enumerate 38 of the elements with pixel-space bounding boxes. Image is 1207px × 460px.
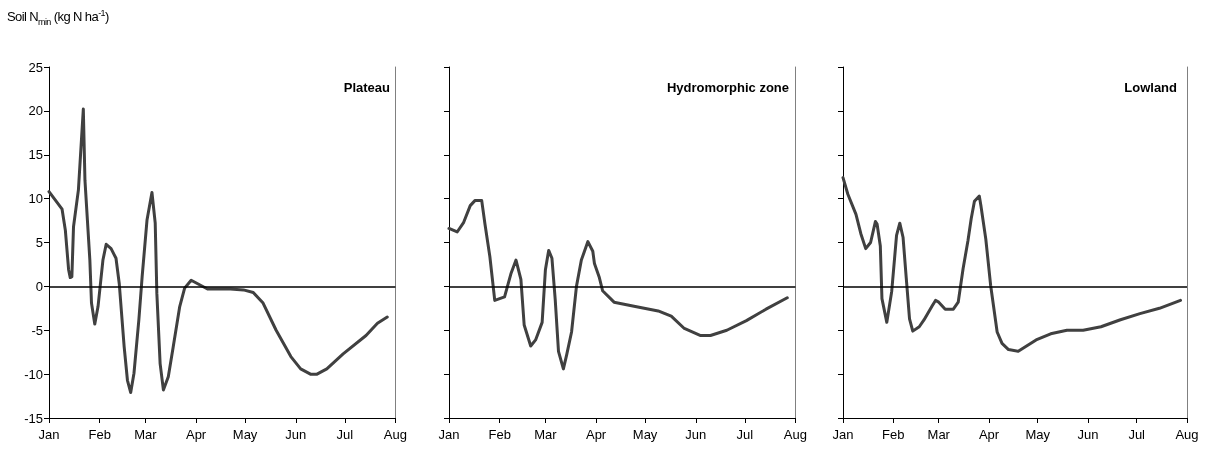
x-tick-label: Feb (488, 427, 511, 442)
x-tick-label: Aug (383, 427, 407, 442)
x-tick-label: Jan (38, 427, 60, 442)
x-tick-label: Apr (978, 427, 1000, 442)
x-tick-label: Jul (736, 427, 754, 442)
text: Hydromorphic zone (666, 80, 790, 95)
y-axis-title: Soil N$_{min}$ (kg N ha$^{-1}$) (7, 8, 109, 27)
x-tick-label: Jan (438, 427, 460, 442)
line-series (47, 107, 389, 395)
x-tick-label: Mar (534, 427, 558, 442)
x-tick-label: Mar (927, 427, 951, 442)
y-tick-label: 25 (28, 59, 43, 75)
x-tick-label: Apr (585, 427, 607, 442)
x-tick-label: May (632, 427, 658, 442)
y-tick-label: 10 (28, 191, 43, 207)
y-tick-label: 0 (35, 278, 43, 294)
text: Lowland (1124, 80, 1178, 95)
y-tick-label: -10 (24, 366, 43, 382)
x-tick-label: Apr (185, 427, 207, 442)
y-tick-label: -5 (31, 322, 43, 338)
x-tick-label: May (232, 427, 258, 442)
y-tick-label: 20 (28, 103, 43, 119)
x-tick-label: Jun (1077, 427, 1099, 442)
x-tick-label: May (1025, 427, 1051, 442)
x-tick-label: Jul (1128, 427, 1146, 442)
y-tick-label: 15 (28, 147, 43, 163)
x-tick-label: Aug (1175, 427, 1199, 442)
x-tick-label: Mar (134, 427, 158, 442)
y-tick-label: -15 (24, 410, 43, 426)
x-tick-label: Feb (882, 427, 905, 442)
x-tick-label: Feb (88, 427, 111, 442)
x-tick-label: Jul (336, 427, 354, 442)
x-tick-label: Jun (685, 427, 707, 442)
x-tick-label: Aug (783, 427, 807, 442)
x-tick-label: Jun (285, 427, 307, 442)
x-tick-label: Jan (832, 427, 854, 442)
text: Plateau (343, 80, 391, 95)
y-tick-label: 5 (35, 235, 43, 250)
